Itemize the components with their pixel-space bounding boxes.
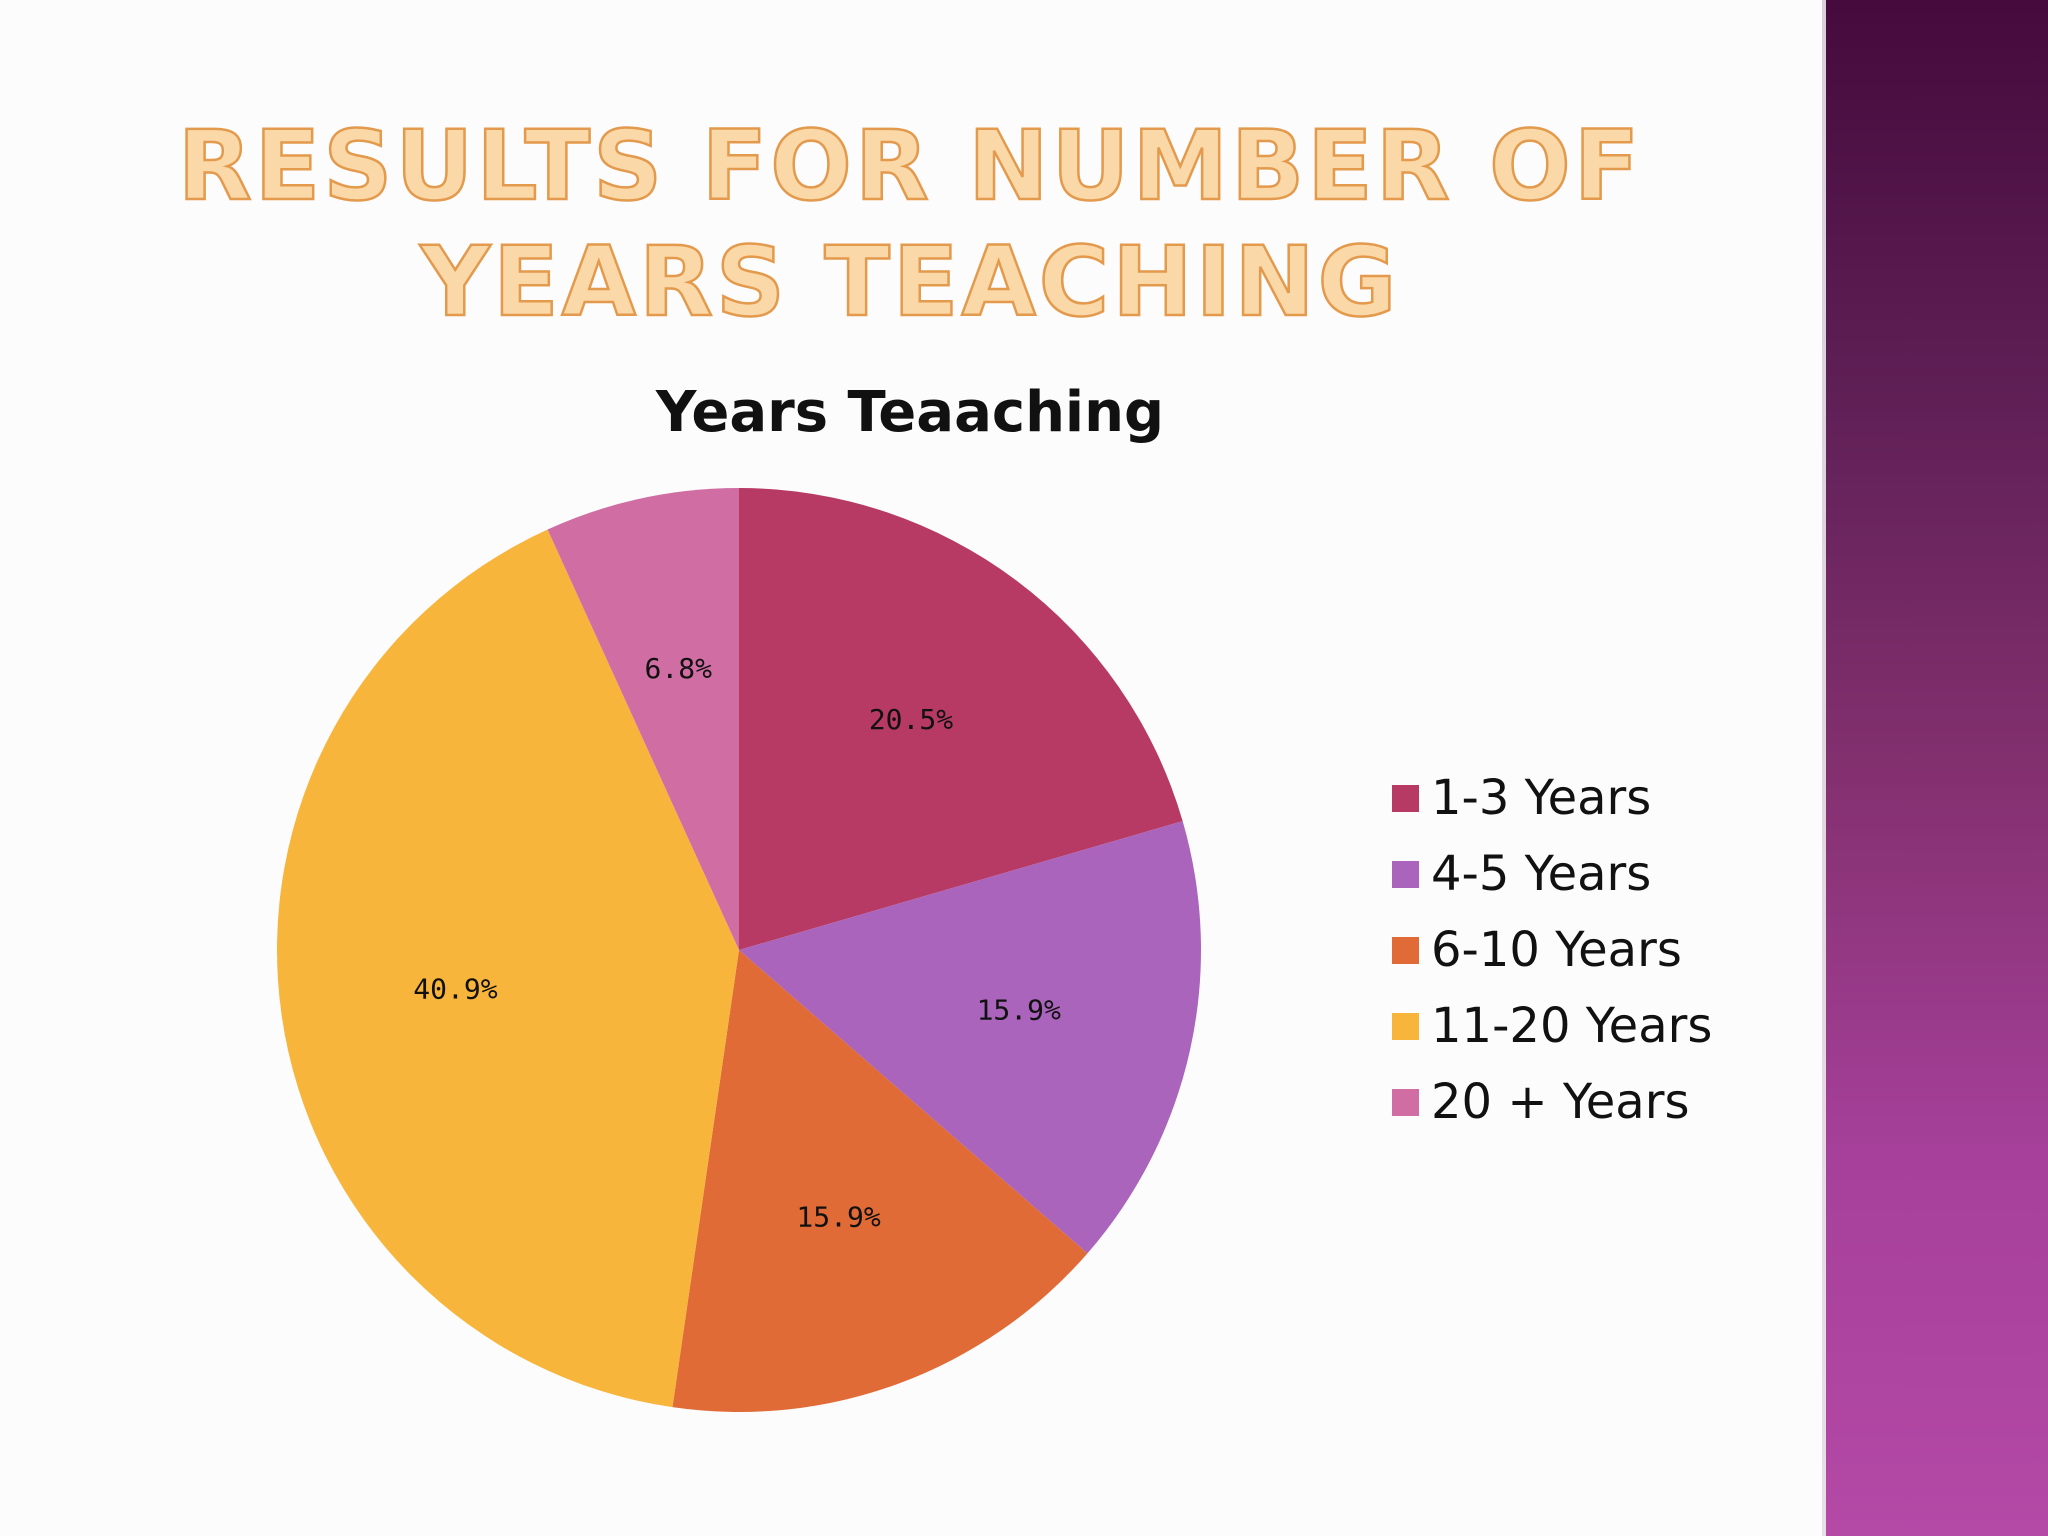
legend-item: 4-5 Years xyxy=(1392,836,1712,912)
pie-data-label-0: 20.5% xyxy=(869,703,953,736)
pie-chart: 20.5% 15.9% 15.9% 40.9% 6.8% xyxy=(277,488,1201,1412)
decorative-side-bar xyxy=(1826,0,2048,1536)
pie-data-labels: 20.5% 15.9% 15.9% 40.9% 6.8% xyxy=(413,652,1061,1234)
slide-title: Results for Number of Years Teaching xyxy=(176,109,1643,340)
chart-legend: 1-3 Years 4-5 Years 6-10 Years 11-20 Years 2… xyxy=(1392,760,1712,1140)
legend-item: 6-10 Years xyxy=(1392,912,1712,988)
pie-data-label-4: 6.8% xyxy=(645,652,713,685)
legend-label: 20 + Years xyxy=(1431,1074,1690,1130)
side-bar-edge xyxy=(1822,0,1826,1536)
legend-item: 11-20 Years xyxy=(1392,988,1712,1064)
pie-slice-4 xyxy=(547,488,739,950)
legend-swatch xyxy=(1392,860,1419,888)
pie-data-label-3: 40.9% xyxy=(413,972,497,1005)
legend-swatch xyxy=(1392,784,1419,812)
legend-label: 4-5 Years xyxy=(1431,846,1652,902)
legend-label: 11-20 Years xyxy=(1431,998,1713,1054)
pie-slices xyxy=(277,488,1201,1412)
pie-data-label-1: 15.9% xyxy=(977,994,1061,1027)
chart-title: Years Teaaching xyxy=(655,380,1165,445)
pie-slice-1 xyxy=(739,821,1201,1254)
legend-swatch xyxy=(1392,936,1419,964)
pie-data-label-2: 15.9% xyxy=(796,1201,880,1234)
legend-item: 20 + Years xyxy=(1392,1064,1712,1140)
pie-slice-0 xyxy=(739,488,1183,950)
legend-item: 1-3 Years xyxy=(1392,760,1712,836)
legend-swatch xyxy=(1392,1012,1419,1040)
legend-label: 1-3 Years xyxy=(1431,770,1652,826)
legend-swatch xyxy=(1392,1088,1419,1116)
pie-slice-3 xyxy=(277,529,739,1408)
legend-label: 6-10 Years xyxy=(1431,922,1682,978)
pie-slice-2 xyxy=(672,950,1088,1412)
